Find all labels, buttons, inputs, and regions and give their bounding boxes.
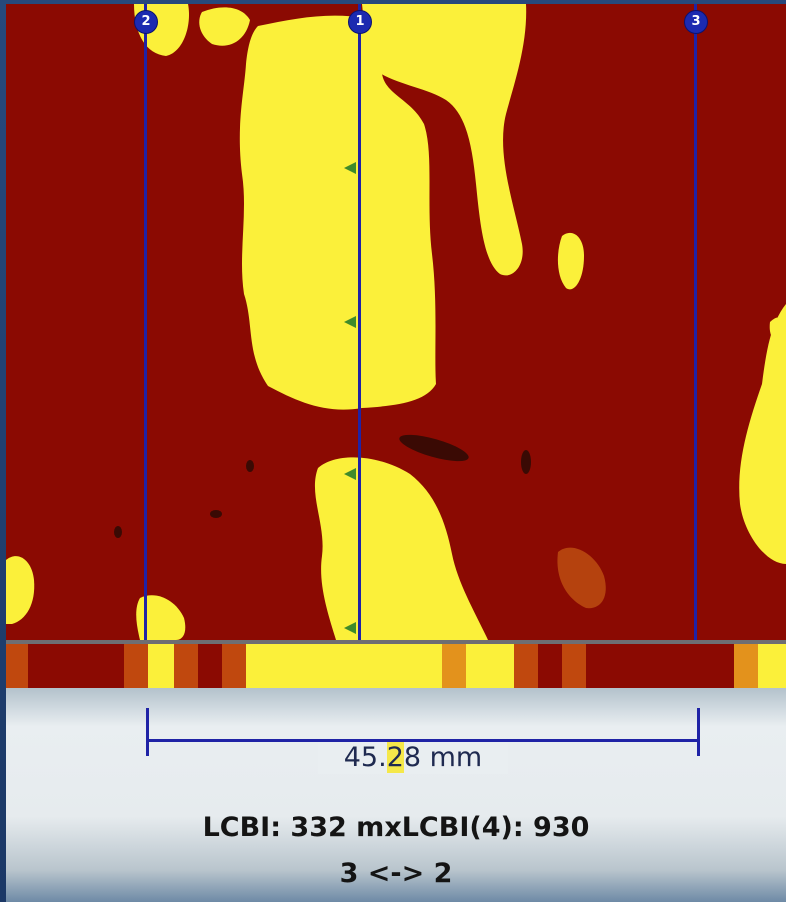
dimension-tick-right (697, 708, 700, 756)
chemogram-image (6, 4, 786, 640)
chemogram-map[interactable]: 2 1 3 (6, 4, 786, 640)
cursor-knob-icon[interactable]: 2 (134, 10, 158, 34)
frame-marker-icon (344, 316, 356, 328)
cursor-line-2[interactable] (144, 4, 147, 640)
dimension-tick-left (146, 708, 149, 756)
block-level-strip (6, 644, 786, 688)
cursor-line-3[interactable] (694, 4, 697, 640)
frame-marker-icon (344, 162, 356, 174)
strip-separator (6, 640, 786, 644)
lcbi-readout: LCBI: 332 mxLCBI(4): 930 (202, 812, 590, 843)
frame-marker-icon (344, 622, 356, 634)
dimension-line (146, 739, 700, 742)
cursor-knob-icon[interactable]: 3 (684, 10, 708, 34)
frame-marker-icon (344, 468, 356, 480)
cursor-knob-icon[interactable]: 1 (348, 10, 372, 34)
measurement-panel (6, 688, 786, 902)
cursor-range-readout: 3 <-> 2 (339, 858, 453, 889)
cursor-line-1[interactable] (358, 4, 361, 640)
distance-readout: 45.28 mm (318, 742, 508, 774)
